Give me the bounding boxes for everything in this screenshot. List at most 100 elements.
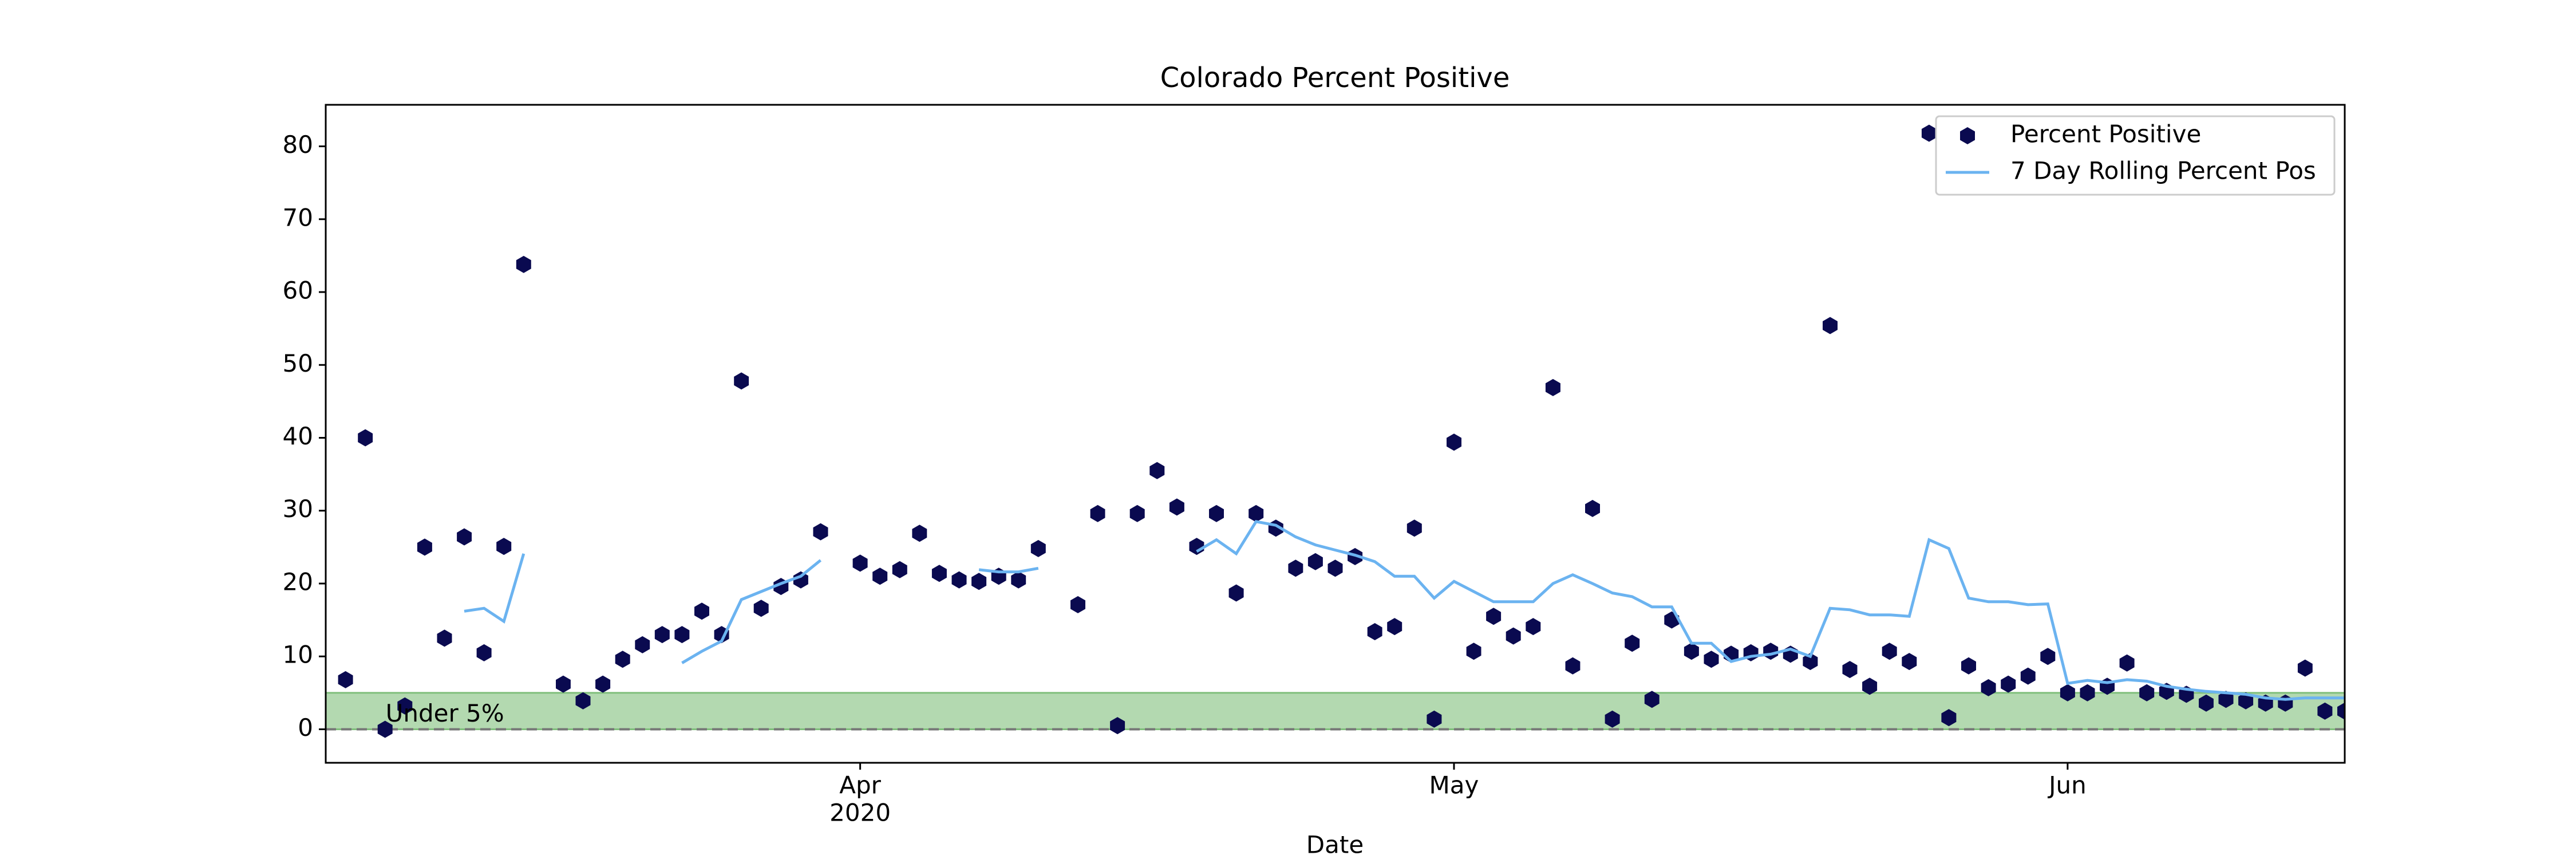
data-point <box>1427 710 1442 728</box>
data-point <box>2218 691 2234 708</box>
data-point <box>2297 659 2313 677</box>
x-axis-label: Date <box>1306 831 1364 859</box>
y-tick-label: 40 <box>283 422 313 450</box>
data-point <box>2119 654 2135 672</box>
y-tick-label: 80 <box>283 131 313 159</box>
data-point <box>1447 434 1461 451</box>
data-point <box>1605 710 1620 728</box>
data-point <box>1466 643 1481 660</box>
data-point <box>437 629 452 647</box>
data-point <box>1981 679 1996 696</box>
data-point <box>575 692 591 710</box>
line <box>464 520 2345 701</box>
data-point <box>951 571 967 589</box>
band-label: Under 5% <box>386 699 504 727</box>
data-point <box>1545 379 1560 396</box>
data-point <box>1030 539 1046 557</box>
y-tick-label: 60 <box>283 277 313 305</box>
data-point <box>872 568 888 585</box>
legend-marker <box>1960 127 1975 144</box>
data-point <box>674 626 690 644</box>
data-point <box>793 571 808 589</box>
data-point <box>1921 124 1937 142</box>
data-point <box>1823 317 1838 334</box>
data-point <box>2317 702 2333 720</box>
y-tick-label: 20 <box>283 568 313 596</box>
data-point <box>2199 694 2214 712</box>
data-point <box>496 538 512 555</box>
data-point <box>2040 648 2056 665</box>
y-tick-label: 10 <box>283 641 313 669</box>
data-point <box>1288 559 1303 577</box>
data-point <box>1625 635 1640 652</box>
data-point <box>931 565 947 582</box>
data-point <box>1842 661 1858 679</box>
data-point <box>1169 498 1184 516</box>
data-point <box>2060 684 2075 702</box>
data-point <box>1506 627 1521 645</box>
data-point <box>2080 684 2095 702</box>
data-point <box>476 644 492 661</box>
data-point <box>1486 608 1502 625</box>
data-point <box>1070 596 1085 613</box>
data-point <box>1961 657 1976 675</box>
data-point <box>1644 691 1660 708</box>
data-point <box>971 573 987 590</box>
y-tick-label: 70 <box>283 203 313 231</box>
data-point <box>1149 462 1165 479</box>
data-point <box>1763 643 1779 660</box>
y-tick-label: 0 <box>298 714 313 742</box>
data-point <box>516 255 531 273</box>
data-point <box>1941 709 1957 727</box>
data-point <box>1704 651 1719 668</box>
data-point <box>2139 684 2155 702</box>
plot-area <box>326 124 2345 738</box>
data-point <box>397 697 413 715</box>
x-tick-label: May <box>1429 771 1479 799</box>
data-point <box>753 600 769 617</box>
data-point <box>1129 505 1145 522</box>
legend-box <box>1935 115 2336 196</box>
data-point <box>358 429 373 447</box>
data-point <box>457 528 472 546</box>
data-point <box>1249 505 1264 522</box>
legend-label: 7 Day Rolling Percent Pos <box>2010 157 2316 185</box>
data-point <box>1803 653 1818 671</box>
data-point <box>1684 643 1699 660</box>
data-point <box>2238 692 2254 710</box>
data-point <box>1367 623 1382 640</box>
data-point <box>1882 643 1897 660</box>
data-point <box>417 538 432 556</box>
data-point <box>2020 667 2036 685</box>
data-point <box>813 523 828 541</box>
data-point <box>1110 717 1125 735</box>
data-point <box>1902 653 1917 671</box>
data-point <box>1585 499 1600 517</box>
data-point <box>1387 618 1402 636</box>
data-point <box>1406 519 1422 537</box>
x-tick-label: Jun <box>2047 771 2087 799</box>
data-point <box>615 651 630 668</box>
data-point <box>734 372 749 390</box>
data-point <box>1189 538 1204 555</box>
data-point <box>1209 505 1224 522</box>
data-point <box>1862 677 1878 695</box>
data-point <box>556 675 571 693</box>
data-point <box>852 554 868 572</box>
data-point <box>1228 584 1244 602</box>
data-point <box>1327 559 1343 577</box>
y-tick-label: 50 <box>283 349 313 377</box>
data-point <box>654 626 670 644</box>
axes-frame <box>325 104 2346 764</box>
data-point <box>635 636 650 653</box>
band <box>326 692 2345 730</box>
data-point <box>338 671 353 688</box>
data-point <box>2001 675 2016 693</box>
chart-title: Colorado Percent Positive <box>1160 62 1510 94</box>
x-tick-year: 2020 <box>829 799 891 827</box>
data-point <box>595 675 611 693</box>
legend-label: Percent Positive <box>2010 120 2201 148</box>
data-point <box>1565 657 1581 675</box>
